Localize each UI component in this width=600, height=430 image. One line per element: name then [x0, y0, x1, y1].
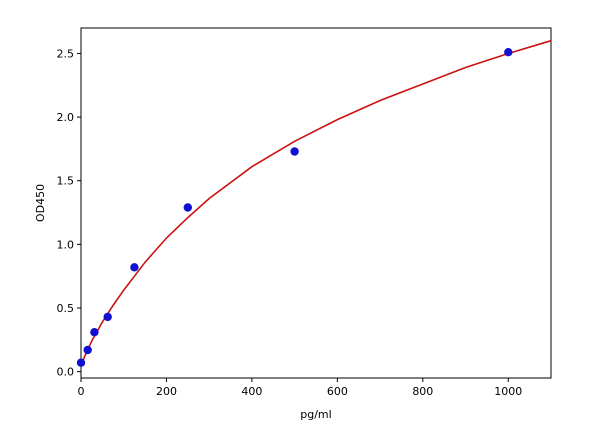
data-point — [290, 147, 299, 156]
data-point — [183, 203, 192, 212]
data-points-layer — [76, 48, 513, 367]
x-tick-label: 600 — [327, 385, 348, 398]
x-tick-label: 200 — [156, 385, 177, 398]
plot-area — [80, 27, 552, 379]
data-point — [76, 358, 86, 367]
y-tick-label: 1.5 — [57, 175, 75, 188]
x-axis: 0 200 400 600 800 1000 — [78, 378, 522, 398]
x-tick-label: 1000 — [494, 385, 522, 398]
fit-curve-line — [80, 39, 552, 366]
data-point — [504, 48, 513, 57]
y-axis: 0.0 0.5 1.0 1.5 2.0 2.5 — [57, 47, 81, 379]
data-point — [83, 345, 92, 355]
data-point — [90, 328, 99, 337]
x-tick-label: 400 — [241, 385, 262, 398]
x-tick-label: 0 — [78, 385, 85, 398]
fit-curve-layer — [80, 39, 552, 366]
y-tick-label: 2.0 — [57, 111, 75, 124]
y-tick-label: 2.5 — [57, 47, 75, 60]
y-tick-label: 0.5 — [57, 302, 75, 315]
data-point — [130, 263, 139, 272]
x-tick-label: 800 — [412, 385, 433, 398]
data-point — [103, 312, 112, 322]
x-axis-title: pg/ml — [300, 408, 331, 421]
y-tick-label: 0.0 — [57, 366, 75, 379]
y-tick-label: 1.0 — [57, 238, 75, 251]
y-axis-title: OD450 — [34, 184, 47, 222]
